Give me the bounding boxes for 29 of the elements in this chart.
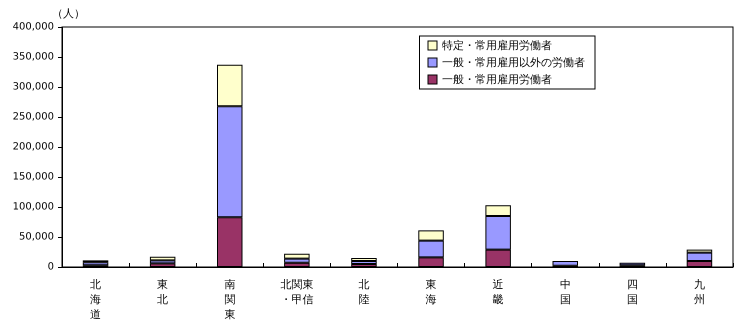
y-tick-label: 350,000 <box>12 52 54 62</box>
y-tick-label: 150,000 <box>12 172 54 182</box>
y-tick-label: 300,000 <box>12 82 54 92</box>
x-tick-label: 北関東・甲信 <box>280 278 314 306</box>
y-tick-label: 0 <box>48 262 54 272</box>
bar <box>150 256 176 260</box>
y-tick-label: 100,000 <box>12 202 54 212</box>
x-tick-label: 中国 <box>560 278 571 306</box>
x-tick-label: 北陸 <box>358 278 370 306</box>
bar <box>82 262 108 266</box>
legend-label: 一般・常用雇用以外の労働者 <box>442 56 585 69</box>
bar <box>351 261 377 264</box>
bar <box>284 254 310 259</box>
bar <box>150 260 176 264</box>
legend-label: 特定・常用雇用労働者 <box>442 39 552 52</box>
x-tick-label: 九州 <box>694 278 705 306</box>
legend-label: 一般・常用雇用労働者 <box>442 73 552 86</box>
y-tick-label: 400,000 <box>12 22 54 32</box>
y-tick-label: 200,000 <box>12 142 54 152</box>
bar <box>351 258 377 261</box>
x-tick-label: 東海 <box>426 278 437 306</box>
x-tick-label: 南関東 <box>224 278 236 321</box>
x-tick-label: 四国 <box>626 278 638 306</box>
y-tick-label: 50,000 <box>19 232 54 242</box>
y-axis-title: （人） <box>52 7 85 20</box>
x-tick-label: 近畿 <box>492 278 504 306</box>
y-tick-label: 250,000 <box>12 112 54 122</box>
x-tick-label: 東北 <box>157 278 168 306</box>
x-tick-label: 北海道 <box>90 278 102 321</box>
